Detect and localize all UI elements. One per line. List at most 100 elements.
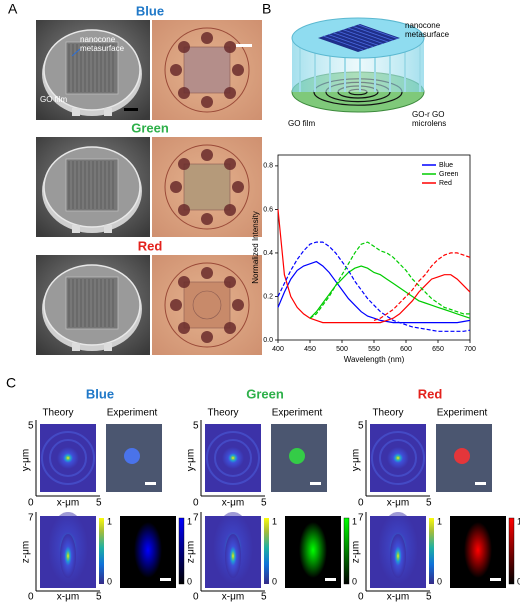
sem-metasurface [65,276,119,330]
axis-tick-label: 7 [28,513,34,524]
scale-bar [145,482,156,485]
axis-tick-label: 7 [193,513,199,524]
row-title: Red [138,238,163,253]
colorbar-label: 0 [437,576,442,586]
y-tick-label: 0.2 [263,293,273,300]
annotation-arrow [71,48,81,57]
colorbar [178,517,185,585]
sem-leg [104,225,112,233]
optical-anchor [178,322,190,334]
sem-metasurface [65,158,119,212]
nanocone-row [347,27,389,43]
axis-label: x-μm [222,498,244,509]
optical-anchor [170,181,182,193]
axis-label: x-μm [387,498,409,509]
scale-bar [310,482,321,485]
airy-ring [49,439,87,477]
sem-leg [104,343,112,351]
annotation: GO film [288,119,315,128]
annotation: metasurface [80,44,125,53]
axis-label: x-μm [387,592,409,603]
column-subtitle: Theory [207,408,238,419]
optical-anchor [178,41,190,53]
annotation: GO-r GO [412,110,444,119]
series-line [277,260,471,324]
optical-anchor [178,87,190,99]
colorbar-label: 0 [107,576,112,586]
measured-spot [134,522,162,578]
row-title: Blue [136,3,164,18]
scale-bar [475,482,486,485]
series-line [309,241,470,319]
x-tick-label: 550 [368,346,380,353]
optical-anchor [224,322,236,334]
scale-bar [236,44,252,47]
focal-spot [390,534,406,578]
optical-anchor [201,96,213,108]
scale-bar [160,578,171,581]
annotation: nanocone [80,35,116,44]
airy-ring [41,431,95,485]
optical-anchor [178,158,190,170]
optical-anchor [224,41,236,53]
x-tick-label: 450 [304,346,316,353]
series-line [373,252,471,321]
optical-lens-ring [192,290,222,320]
scale-bar [325,578,336,581]
x-tick-label: 400 [272,346,284,353]
axis-label: y-μm [186,449,197,471]
colorbar [429,518,434,584]
optical-square [183,163,231,211]
axis-tick-label: 0 [28,498,34,509]
focal-spot [387,447,409,469]
colorbar [343,517,350,585]
optical-anchor [232,299,244,311]
optical-anchor [201,331,213,343]
axis-tick-label: 5 [96,498,102,509]
annotation: nanocone [405,21,441,30]
panel-label: A [8,1,18,17]
sem-leg [104,108,112,116]
axis-label: x-μm [57,592,79,603]
optical-anchor [201,267,213,279]
colorbar-label: 0 [187,576,192,586]
scale-bar [124,108,138,111]
colorbar-label: 0 [352,576,357,586]
y-tick-label: 0.4 [263,250,273,257]
axis-tick-label: 0 [193,498,199,509]
nanocone-row [337,30,379,46]
legend-label: Blue [439,162,453,169]
optical-anchor [224,87,236,99]
measured-spot [289,448,305,464]
optical-anchor [201,32,213,44]
colorbar-label: 1 [107,516,112,526]
axis-tick-label: 0 [28,592,34,603]
colorbar-label: 0 [517,576,520,586]
row-title: Green [131,120,169,135]
column-subtitle: Experiment [272,408,323,419]
optical-anchor [178,276,190,288]
optical-anchor [178,204,190,216]
axis-label: z-μm [186,541,197,563]
colorbar-label: 1 [272,516,277,526]
airy-ring [371,431,425,485]
y-tick-label: 0.8 [263,163,273,170]
axis-tick-label: 7 [358,513,364,524]
axis-label: y-μm [21,449,32,471]
axis-tick-label: 5 [426,498,432,509]
panel-label: C [6,375,16,391]
optical-anchor [232,64,244,76]
focal-spot [57,447,79,469]
nanocone-row [352,26,394,41]
column-title: Red [418,386,443,401]
axis-tick-label: 5 [193,421,199,432]
nanocone-row [332,32,374,48]
colorbar [264,518,269,584]
axis-tick-label: 0 [358,498,364,509]
sem-leg [72,108,80,116]
axis-tick-label: 0 [193,592,199,603]
measured-spot [454,448,470,464]
colorbar-label: 1 [517,516,520,526]
axis-tick-label: 5 [28,421,34,432]
